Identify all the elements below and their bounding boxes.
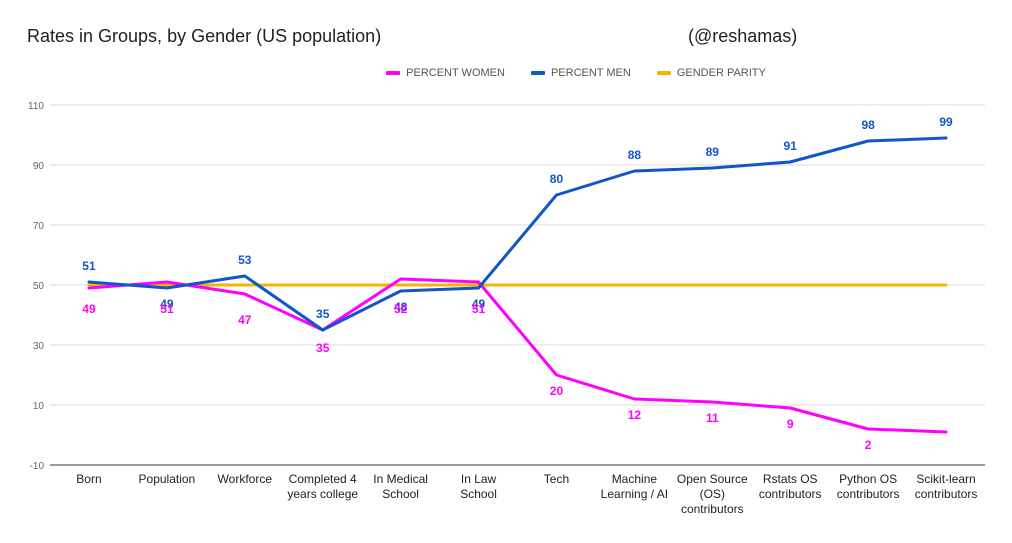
- data-label-men: 49: [472, 297, 486, 311]
- x-category-label: Python OS contributors: [837, 472, 900, 501]
- data-label-men: 48: [394, 300, 408, 314]
- data-label-women: 47: [238, 313, 252, 327]
- series-line-percent-men[interactable]: [87, 136, 948, 332]
- legend-swatch-parity: [656, 71, 671, 75]
- x-category-label: Born: [76, 472, 101, 486]
- y-axis-ticks: -10 10 30 50 70 90 110: [28, 101, 44, 472]
- legend-swatch-men: [530, 71, 545, 75]
- x-category-label: In Medical School: [373, 472, 428, 501]
- legend-item-parity[interactable]: GENDER PARITY: [656, 67, 766, 79]
- legend-item-men[interactable]: PERCENT MEN: [530, 67, 631, 79]
- data-label-men: 88: [628, 148, 642, 162]
- legend-label-women: PERCENT WOMEN: [406, 67, 505, 79]
- x-category-label: Workforce: [218, 472, 273, 486]
- x-category-label: Completed 4 years college: [287, 472, 358, 501]
- series-lines: [87, 136, 948, 434]
- data-label-men: 51: [82, 259, 96, 273]
- y-tick-label: -10: [30, 461, 45, 472]
- data-label-women: 51: [472, 302, 486, 316]
- data-label-men: 99: [939, 115, 953, 129]
- data-label-women: 11: [706, 411, 719, 425]
- x-category-label: Machine Learning / AI: [601, 472, 668, 501]
- data-label-men: 98: [861, 118, 875, 132]
- y-tick-label: 30: [33, 341, 45, 352]
- data-label-men: 91: [784, 139, 798, 153]
- legend-item-women[interactable]: PERCENT WOMEN: [246, 67, 505, 79]
- data-label-women: 51: [160, 302, 174, 316]
- data-label-women: 12: [628, 408, 642, 422]
- legend-swatch-women: [386, 71, 401, 75]
- data-label-men: 35: [316, 307, 330, 321]
- x-category-label: Rstats OS contributors: [759, 472, 822, 501]
- data-label-women: 2: [865, 438, 872, 452]
- data-label-men: 53: [238, 253, 252, 267]
- x-category-label: In Law School: [460, 472, 497, 501]
- x-axis-categories: Born Population Workforce Completed 4 years …: [76, 472, 977, 516]
- y-tick-label: 10: [33, 401, 45, 412]
- y-tick-label: 50: [33, 281, 45, 292]
- series-line-percent-women[interactable]: [87, 277, 948, 434]
- y-tick-label: 90: [33, 161, 45, 172]
- legend-label-parity: GENDER PARITY: [676, 67, 766, 79]
- legend-label-men: PERCENT MEN: [550, 67, 631, 79]
- data-label-men: 80: [550, 172, 564, 186]
- chart-title: Rates in Groups, by Gender (US populatio…: [27, 26, 382, 46]
- y-tick-label: 110: [28, 101, 44, 112]
- x-category-label: Population: [139, 472, 196, 486]
- x-category-label: Scikit-learn contributors: [915, 472, 978, 501]
- data-label-women: 49: [82, 302, 96, 316]
- data-label-men: 49: [160, 297, 174, 311]
- chart-credit: (@reshamas): [688, 26, 798, 46]
- data-label-women: 35: [316, 341, 330, 355]
- y-tick-label: 70: [33, 221, 45, 232]
- data-label-women: 20: [550, 384, 564, 398]
- data-label-men: 89: [706, 145, 720, 159]
- x-category-label: Open Source (OS) contributors: [677, 472, 748, 516]
- legend: PERCENT WOMEN PERCENT MEN GENDER PARITY: [0, 67, 1012, 79]
- data-label-women: 52: [394, 302, 408, 316]
- data-label-women: 9: [787, 417, 794, 431]
- x-category-label: Tech: [544, 472, 569, 486]
